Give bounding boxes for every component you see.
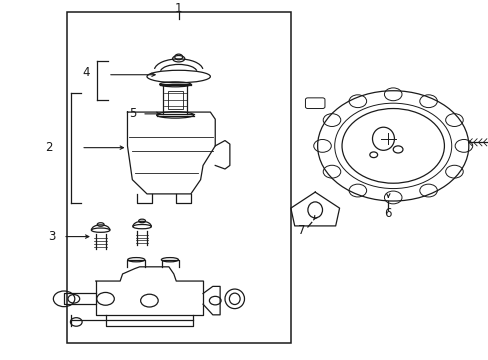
Text: 4: 4 — [82, 67, 90, 80]
Text: 6: 6 — [384, 207, 391, 220]
Bar — [66, 13, 290, 343]
Text: 5: 5 — [128, 107, 136, 120]
Bar — [167, 91, 182, 108]
Text: 1: 1 — [175, 2, 182, 15]
Text: 3: 3 — [48, 230, 56, 243]
Text: 2: 2 — [44, 141, 52, 154]
Text: 7: 7 — [297, 224, 305, 237]
